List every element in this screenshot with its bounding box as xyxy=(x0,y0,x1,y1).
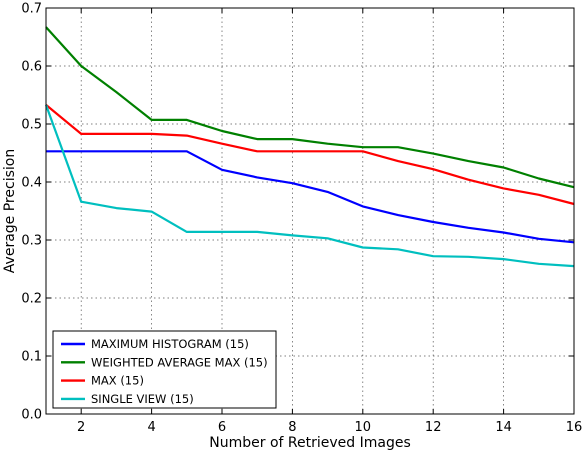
axis-ticks: 2 4 6 8 10 12 14 16 0.0 0.1 0.2 0.3 0.4 0.5 0.6 0.7 xyxy=(21,2,582,436)
plot-frame xyxy=(45,7,575,415)
legend-label: SINGLE VIEW (15) xyxy=(91,392,194,406)
x-tick-label: 10 xyxy=(355,420,372,435)
y-tick-label: 0.7 xyxy=(21,2,42,17)
x-tick-label: 12 xyxy=(425,420,442,435)
series-line-3 xyxy=(44,104,575,268)
legend-label: MAX (15) xyxy=(91,374,144,388)
series-line-0 xyxy=(46,150,575,244)
series-line-2 xyxy=(45,104,575,206)
x-tick-label: 8 xyxy=(288,420,296,435)
y-tick-label: 0.3 xyxy=(21,234,42,249)
grid xyxy=(46,8,575,414)
y-tick-label: 0.6 xyxy=(21,60,42,75)
y-tick-label: 0.5 xyxy=(21,118,42,133)
legend-box xyxy=(52,330,277,409)
x-axis-title: Number of Retrieved Images xyxy=(209,435,410,451)
y-tick-label: 0.0 xyxy=(21,408,42,423)
series-line-1 xyxy=(45,26,575,189)
x-tick-label: 16 xyxy=(566,420,582,435)
y-tick-label: 0.2 xyxy=(21,292,42,307)
legend-label: MAXIMUM HISTOGRAM (15) xyxy=(91,337,249,351)
y-tick-label: 0.4 xyxy=(21,176,42,191)
y-tick-label: 0.1 xyxy=(21,350,42,365)
x-tick-label: 6 xyxy=(218,420,226,435)
y-axis-title: Average Precision xyxy=(2,149,18,273)
x-tick-label: 4 xyxy=(147,420,155,435)
x-tick-label: 14 xyxy=(495,420,512,435)
x-tick-label: 2 xyxy=(77,420,85,435)
legend: MAXIMUM HISTOGRAM (15) WEIGHTED AVERAGE M… xyxy=(52,330,277,409)
legend-label: WEIGHTED AVERAGE MAX (15) xyxy=(91,355,268,369)
series-lines xyxy=(44,26,575,268)
